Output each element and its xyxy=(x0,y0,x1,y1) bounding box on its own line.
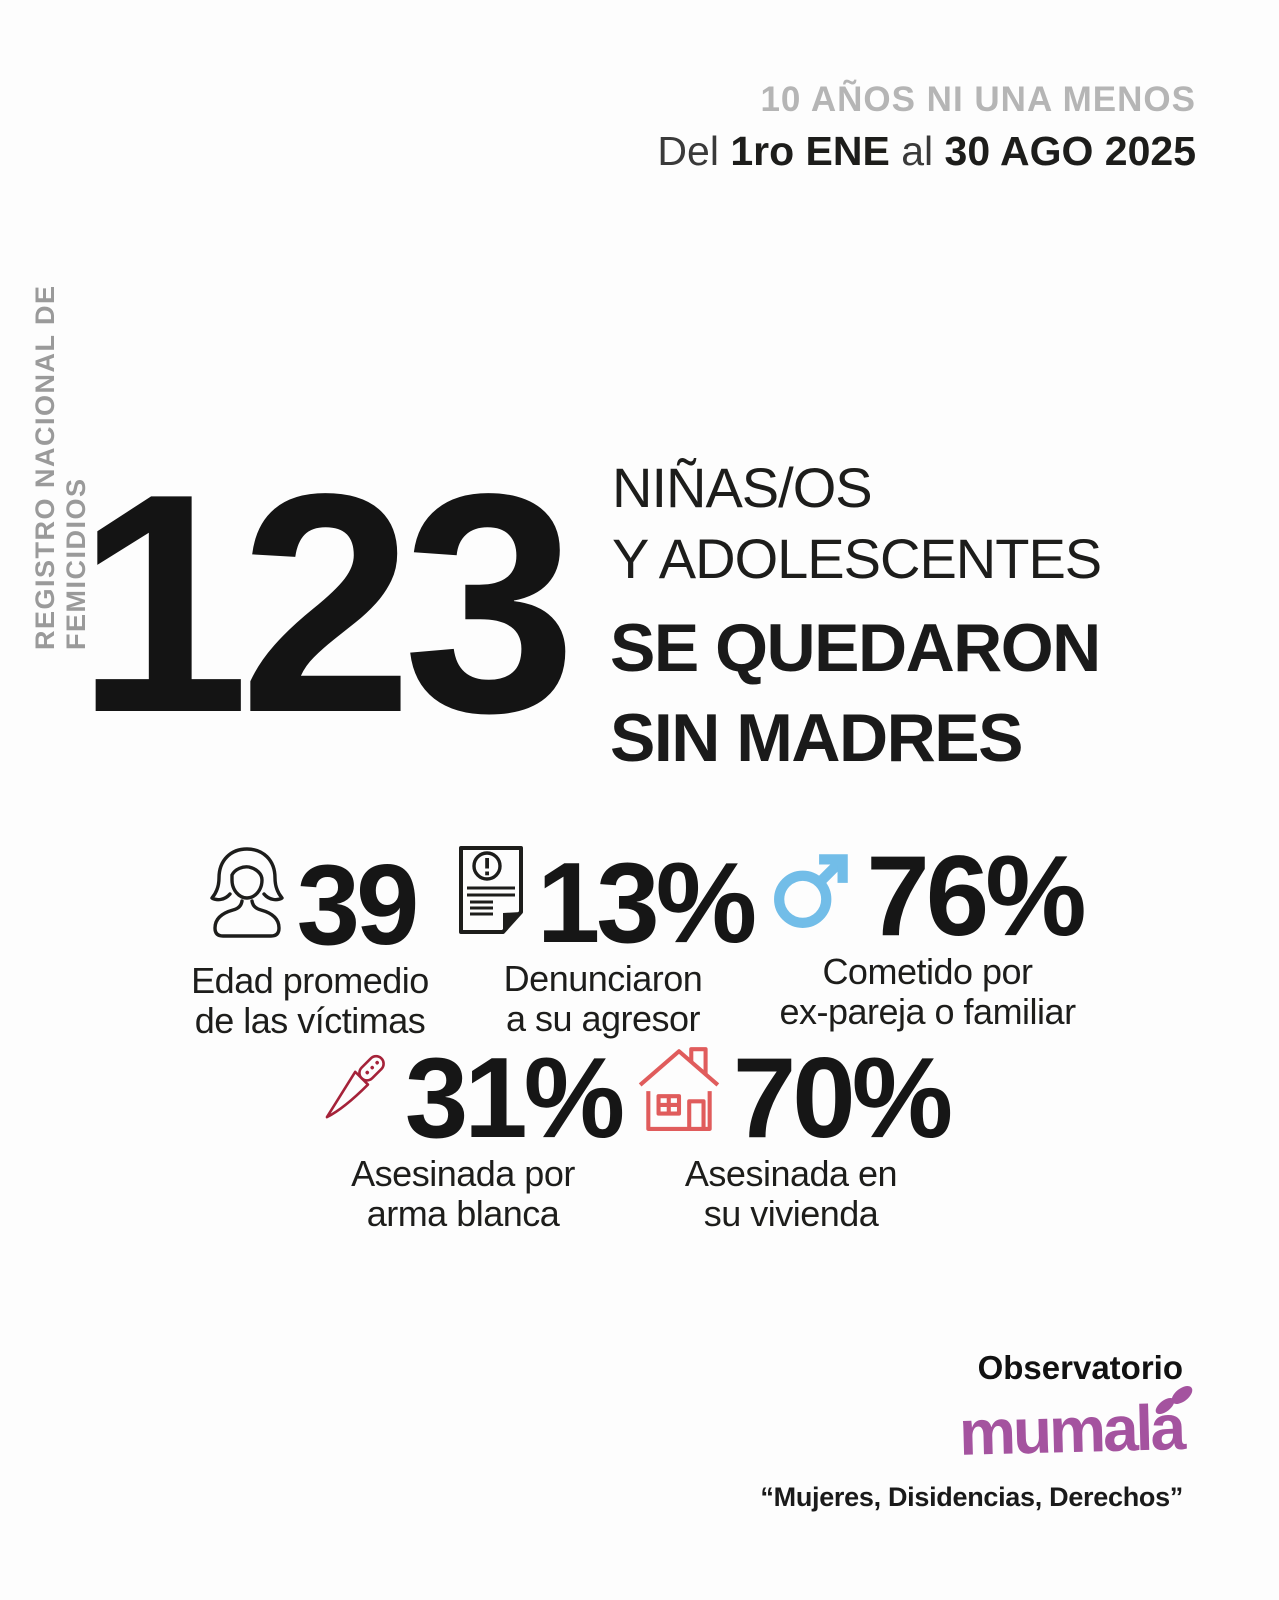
date-connector: al xyxy=(889,128,945,174)
tagline: “Mujeres, Disidencias, Derechos” xyxy=(760,1482,1183,1512)
stat-home-label: Asesinada en su vivienda xyxy=(684,1153,898,1234)
headline-line-4: SIN MADRES xyxy=(610,700,1023,776)
stat-expartner-family-label: Cometido por ex-pareja o familiar xyxy=(779,951,1076,1033)
stat-knife-label-2: arma blanca xyxy=(366,1193,560,1234)
stat-reported-aggressor: 13% Denunciaron a su agresor xyxy=(448,843,758,1039)
male-symbol-icon xyxy=(772,844,858,950)
stat-average-age-label-1: Edad promedio xyxy=(191,960,429,1001)
stat-home-label-2: su vivienda xyxy=(703,1193,879,1234)
date-range: Del 1ro ENE al 30 AGO 2025 xyxy=(657,128,1196,175)
mumala-logo-text: mumala xyxy=(958,1391,1184,1469)
stat-reported-aggressor-value: 13% xyxy=(536,839,757,967)
stat-knife-value: 31% xyxy=(404,1034,625,1162)
stat-expartner-family: 76% Cometido por ex-pareja o familiar xyxy=(760,833,1095,1033)
house-icon xyxy=(633,1040,725,1152)
stat-reported-aggressor-top: 13% xyxy=(453,839,757,967)
headline-line-1: NIÑAS/OS xyxy=(612,456,873,519)
stat-knife-top: 31% xyxy=(305,1034,625,1162)
stat-average-age-top: 39 xyxy=(205,841,420,969)
stat-average-age-label-2: de las víctimas xyxy=(194,1000,426,1041)
stat-reported-aggressor-label: Denunciaron a su agresor xyxy=(504,959,703,1039)
stat-knife: 31% Asesinada por arma blanca xyxy=(298,1040,628,1234)
headline-line-2: Y ADOLESCENTES xyxy=(612,527,1102,590)
hero-headline: NIÑAS/OS Y ADOLESCENTES SE QUEDARON SIN … xyxy=(610,452,1102,783)
stat-home-label-1: Asesinada en xyxy=(684,1153,898,1194)
stat-reported-aggressor-label-1: Denunciaron xyxy=(503,958,703,999)
stat-home-value: 70% xyxy=(732,1034,953,1162)
campaign-title: 10 AÑOS NI UNA MENOS xyxy=(760,80,1196,119)
date-prefix: Del xyxy=(657,128,731,174)
stat-home-top: 70% xyxy=(633,1034,953,1162)
report-document-icon xyxy=(453,843,529,957)
mumala-logo: mumala xyxy=(958,1386,1193,1469)
date-start: 1ro ENE xyxy=(730,128,890,174)
woman-icon xyxy=(205,843,289,959)
stat-home: 70% Asesinada en su vivienda xyxy=(626,1040,956,1234)
headline-line-3: SE QUEDARON xyxy=(610,610,1101,686)
stat-average-age-label: Edad promedio de las víctimas xyxy=(191,961,429,1041)
stat-knife-label: Asesinada por arma blanca xyxy=(351,1154,575,1234)
stat-average-age: 39 Edad promedio de las víctimas xyxy=(150,843,470,1041)
stat-average-age-value: 39 xyxy=(296,841,420,969)
stat-expartner-family-label-2: ex-pareja o familiar xyxy=(779,991,1076,1033)
stat-expartner-family-label-1: Cometido por xyxy=(822,951,1033,993)
stat-knife-label-1: Asesinada por xyxy=(351,1153,575,1194)
butterfly-icon xyxy=(1153,1382,1195,1423)
date-end: 30 AGO 2025 xyxy=(944,128,1196,174)
observatory-label: Observatorio xyxy=(977,1349,1183,1386)
stat-expartner-family-value: 76% xyxy=(866,833,1086,960)
stat-reported-aggressor-label-2: a su agresor xyxy=(505,998,701,1039)
victim-count: 123 xyxy=(76,430,577,778)
stat-expartner-family-top: 76% xyxy=(772,833,1087,960)
knife-icon xyxy=(305,1040,397,1152)
